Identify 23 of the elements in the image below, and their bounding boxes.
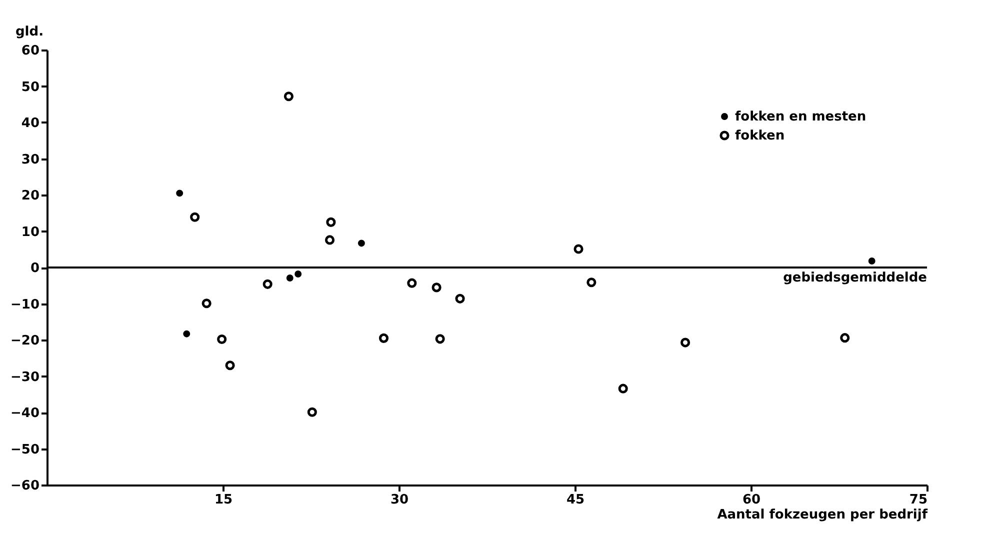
x-tick-label: 45 bbox=[566, 492, 585, 508]
x-tick-label: 30 bbox=[390, 492, 409, 508]
legend-label: fokken en mesten bbox=[735, 110, 866, 124]
y-tick-label: 0 bbox=[30, 261, 40, 276]
y-tick-label: −10 bbox=[10, 297, 40, 312]
y-tick-label: −40 bbox=[10, 406, 40, 421]
y-tick-label: 20 bbox=[21, 188, 40, 204]
y-tick-label: −60 bbox=[10, 478, 40, 494]
y-tick-label: 30 bbox=[21, 152, 40, 168]
y-tick-label: 50 bbox=[21, 80, 40, 95]
x-tick-label: 15 bbox=[214, 492, 233, 508]
y-tick-label: −30 bbox=[10, 370, 40, 385]
x-axis-title: Aantal fokzeugen per bedrijf bbox=[717, 508, 928, 522]
x-tick-label: 60 bbox=[742, 492, 761, 508]
ref-line-label: gebiedsgemiddelde bbox=[783, 270, 928, 286]
y-axis-title: gld. bbox=[16, 24, 44, 40]
y-tick-label: 60 bbox=[21, 44, 40, 58]
y-tick-label: −50 bbox=[10, 442, 40, 458]
y-tick-label: −20 bbox=[10, 334, 40, 348]
legend-label: fokken bbox=[735, 128, 785, 144]
y-tick-label: 40 bbox=[21, 116, 40, 131]
y-tick-label: 10 bbox=[21, 224, 40, 240]
x-tick-label: 75 bbox=[909, 492, 928, 508]
